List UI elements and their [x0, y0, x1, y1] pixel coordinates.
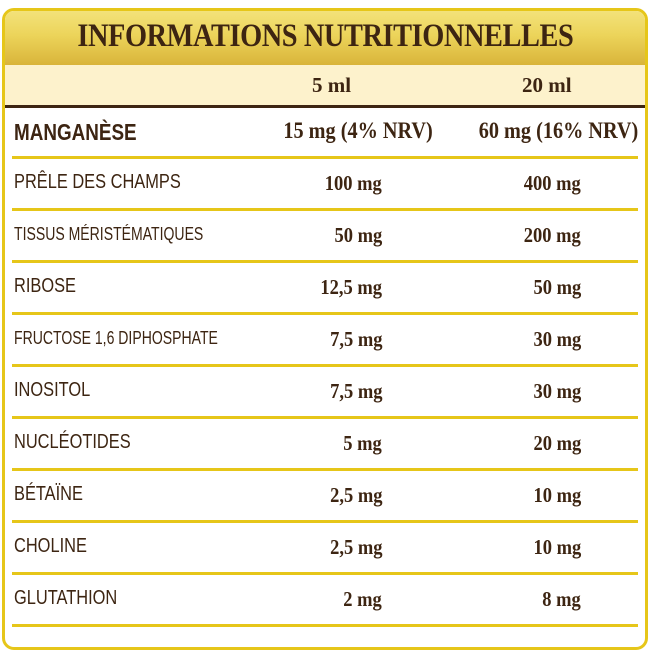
table-title: INFORMATIONS NUTRITIONNELLES	[5, 11, 645, 65]
value-5ml: 2,5 mg	[329, 535, 382, 559]
nutrient-name: INOSITOL	[14, 379, 91, 401]
nutrient-name: TISSUS MÉRISTÉMATIQUES	[14, 224, 204, 244]
value-20ml: 10 mg	[533, 483, 581, 507]
nutrient-name: GLUTATHION	[14, 587, 118, 609]
value-5ml: 2 mg	[343, 587, 383, 611]
value-20ml: 60 mg (16% NRV)	[478, 118, 639, 143]
table-row: TISSUS MÉRISTÉMATIQUES 50 mg 200 mg	[12, 211, 638, 263]
nutrient-name: CHOLINE	[14, 535, 87, 557]
value-20ml: 30 mg	[533, 379, 581, 403]
nutrient-name: FRUCTOSE 1,6 DIPHOSPHATE	[14, 328, 218, 348]
table-row: BÉTAÏNE 2,5 mg 10 mg	[12, 471, 638, 523]
value-20ml: 400 mg	[524, 171, 581, 195]
value-20ml: 10 mg	[533, 535, 581, 559]
table-row: FRUCTOSE 1,6 DIPHOSPHATE 7,5 mg 30 mg	[12, 315, 638, 367]
value-5ml: 12,5 mg	[320, 275, 382, 299]
nutrient-name: NUCLÉOTIDES	[14, 431, 131, 453]
table-row: MANGANÈSE 15 mg (4% NRV) 60 mg (16% NRV)	[12, 108, 638, 159]
value-5ml: 7,5 mg	[329, 379, 382, 403]
value-20ml: 200 mg	[524, 223, 581, 247]
table-row: CHOLINE 2,5 mg 10 mg	[12, 523, 638, 575]
value-5ml: 5 mg	[343, 431, 383, 455]
value-20ml: 50 mg	[533, 275, 581, 299]
table-row: NUCLÉOTIDES 5 mg 20 mg	[12, 419, 638, 471]
nutrient-name: MANGANÈSE	[14, 119, 137, 145]
nutrient-name: PRÊLE DES CHAMPS	[14, 171, 181, 193]
column-header-20ml: 20 ml	[522, 73, 572, 97]
nutrition-table: INFORMATIONS NUTRITIONNELLES 5 ml 20 ml …	[2, 8, 648, 650]
value-20ml: 8 mg	[542, 587, 582, 611]
nutrient-name: BÉTAÏNE	[14, 483, 83, 505]
table-row: RIBOSE 12,5 mg 50 mg	[12, 263, 638, 315]
value-5ml: 15 mg (4% NRV)	[283, 118, 433, 143]
column-header-5ml: 5 ml	[312, 73, 352, 97]
nutrient-name: RIBOSE	[14, 275, 76, 297]
table-row: INOSITOL 7,5 mg 30 mg	[12, 367, 638, 419]
table-row: GLUTATHION 2 mg 8 mg	[12, 575, 638, 627]
column-header-row: 5 ml 20 ml	[5, 65, 645, 108]
table-row: PRÊLE DES CHAMPS 100 mg 400 mg	[12, 159, 638, 211]
value-20ml: 30 mg	[533, 327, 581, 351]
value-20ml: 20 mg	[533, 431, 581, 455]
value-5ml: 50 mg	[334, 223, 382, 247]
value-5ml: 2,5 mg	[329, 483, 382, 507]
value-5ml: 7,5 mg	[329, 327, 382, 351]
value-5ml: 100 mg	[325, 171, 382, 195]
